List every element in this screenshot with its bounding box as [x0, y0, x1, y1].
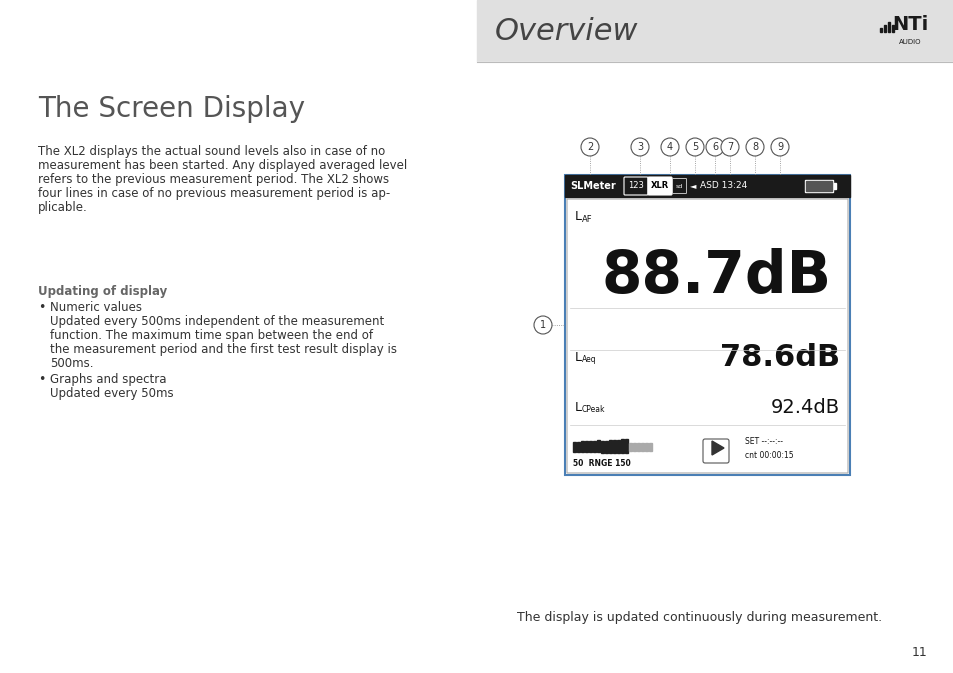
Text: function. The maximum time span between the end of: function. The maximum time span between …: [50, 329, 373, 342]
Text: refers to the previous measurement period. The XL2 shows: refers to the previous measurement perio…: [38, 173, 389, 186]
Bar: [628, 443, 631, 451]
Text: XLR: XLR: [650, 182, 668, 190]
Text: 88.7dB: 88.7dB: [601, 248, 831, 306]
Bar: [613, 440, 616, 453]
FancyBboxPatch shape: [623, 177, 647, 195]
Bar: [608, 440, 612, 453]
Bar: [633, 443, 636, 451]
Polygon shape: [711, 441, 723, 455]
Text: L: L: [575, 401, 581, 414]
Bar: [0, 62, 476, 673]
Text: 7: 7: [726, 142, 732, 152]
Bar: [584, 441, 587, 452]
Circle shape: [534, 316, 552, 334]
Bar: [593, 441, 596, 452]
Text: 123: 123: [627, 182, 643, 190]
FancyBboxPatch shape: [647, 177, 671, 195]
Bar: [476, 62, 953, 673]
Text: 9: 9: [776, 142, 782, 152]
Text: Graphs and spectra: Graphs and spectra: [50, 373, 167, 386]
Text: 6: 6: [711, 142, 718, 152]
Text: 1: 1: [539, 320, 545, 330]
Circle shape: [705, 138, 723, 156]
Bar: [564, 175, 849, 197]
Text: measurement has been started. Any displayed averaged level: measurement has been started. Any displa…: [38, 159, 407, 172]
Text: the measurement period and the first test result display is: the measurement period and the first tes…: [50, 343, 396, 356]
Bar: [644, 443, 647, 451]
Text: 3: 3: [637, 142, 642, 152]
Text: four lines in case of no previous measurement period is ap-: four lines in case of no previous measur…: [38, 187, 390, 200]
Circle shape: [745, 138, 763, 156]
Bar: [476, 0, 953, 62]
FancyBboxPatch shape: [564, 175, 849, 475]
Text: ASD 13:24: ASD 13:24: [700, 182, 746, 190]
Bar: [617, 439, 619, 453]
Text: 11: 11: [911, 647, 927, 660]
Circle shape: [770, 138, 788, 156]
FancyBboxPatch shape: [566, 199, 847, 473]
Text: •: •: [38, 373, 46, 386]
Text: AUDIO: AUDIO: [898, 39, 921, 45]
Bar: [883, 25, 885, 32]
Circle shape: [580, 138, 598, 156]
Bar: [832, 183, 835, 189]
Bar: [624, 439, 627, 453]
Text: SET --:--:--: SET --:--:--: [744, 437, 782, 446]
Text: 8: 8: [751, 142, 758, 152]
Circle shape: [685, 138, 703, 156]
Bar: [577, 441, 579, 452]
Text: Overview: Overview: [495, 17, 638, 46]
Text: Updating of display: Updating of display: [38, 285, 167, 298]
Circle shape: [660, 138, 679, 156]
Circle shape: [720, 138, 739, 156]
Text: The display is updated continuously during measurement.: The display is updated continuously duri…: [517, 612, 882, 625]
Text: Updated every 50ms: Updated every 50ms: [50, 387, 173, 400]
Text: L: L: [575, 351, 581, 364]
Text: cnt 00:00:15: cnt 00:00:15: [744, 450, 793, 460]
Text: 50  RNGE 150: 50 RNGE 150: [573, 458, 630, 468]
Bar: [620, 439, 623, 453]
FancyBboxPatch shape: [702, 439, 728, 463]
Bar: [597, 440, 599, 452]
Text: The Screen Display: The Screen Display: [38, 95, 305, 123]
Bar: [891, 25, 894, 32]
Text: Numeric values: Numeric values: [50, 301, 142, 314]
Text: AF: AF: [581, 215, 592, 223]
Text: plicable.: plicable.: [38, 201, 88, 214]
Text: SLMeter: SLMeter: [569, 181, 615, 191]
Text: Updated every 500ms independent of the measurement: Updated every 500ms independent of the m…: [50, 315, 384, 328]
Bar: [887, 22, 889, 32]
Text: L: L: [575, 211, 581, 223]
Text: 2: 2: [586, 142, 593, 152]
Text: sd: sd: [675, 184, 682, 188]
Text: 4: 4: [666, 142, 673, 152]
Bar: [588, 441, 592, 452]
Text: The XL2 displays the actual sound levels also in case of no: The XL2 displays the actual sound levels…: [38, 145, 385, 158]
Text: 500ms.: 500ms.: [50, 357, 93, 370]
Bar: [580, 441, 583, 452]
Text: •: •: [38, 301, 46, 314]
Text: 5: 5: [691, 142, 698, 152]
Bar: [637, 443, 639, 451]
Bar: [648, 443, 651, 451]
Bar: [879, 28, 882, 32]
Bar: [805, 181, 831, 191]
Text: Aeq: Aeq: [581, 355, 596, 364]
Text: 78.6dB: 78.6dB: [720, 343, 840, 372]
Text: 92.4dB: 92.4dB: [770, 398, 840, 417]
Bar: [573, 442, 576, 452]
Text: ◄: ◄: [689, 182, 696, 190]
Bar: [604, 441, 607, 453]
Bar: [640, 443, 643, 451]
Bar: [804, 180, 832, 192]
Text: NTi: NTi: [891, 15, 927, 34]
Text: CPeak: CPeak: [581, 405, 605, 414]
FancyBboxPatch shape: [672, 178, 686, 194]
Bar: [600, 441, 603, 453]
Circle shape: [630, 138, 648, 156]
